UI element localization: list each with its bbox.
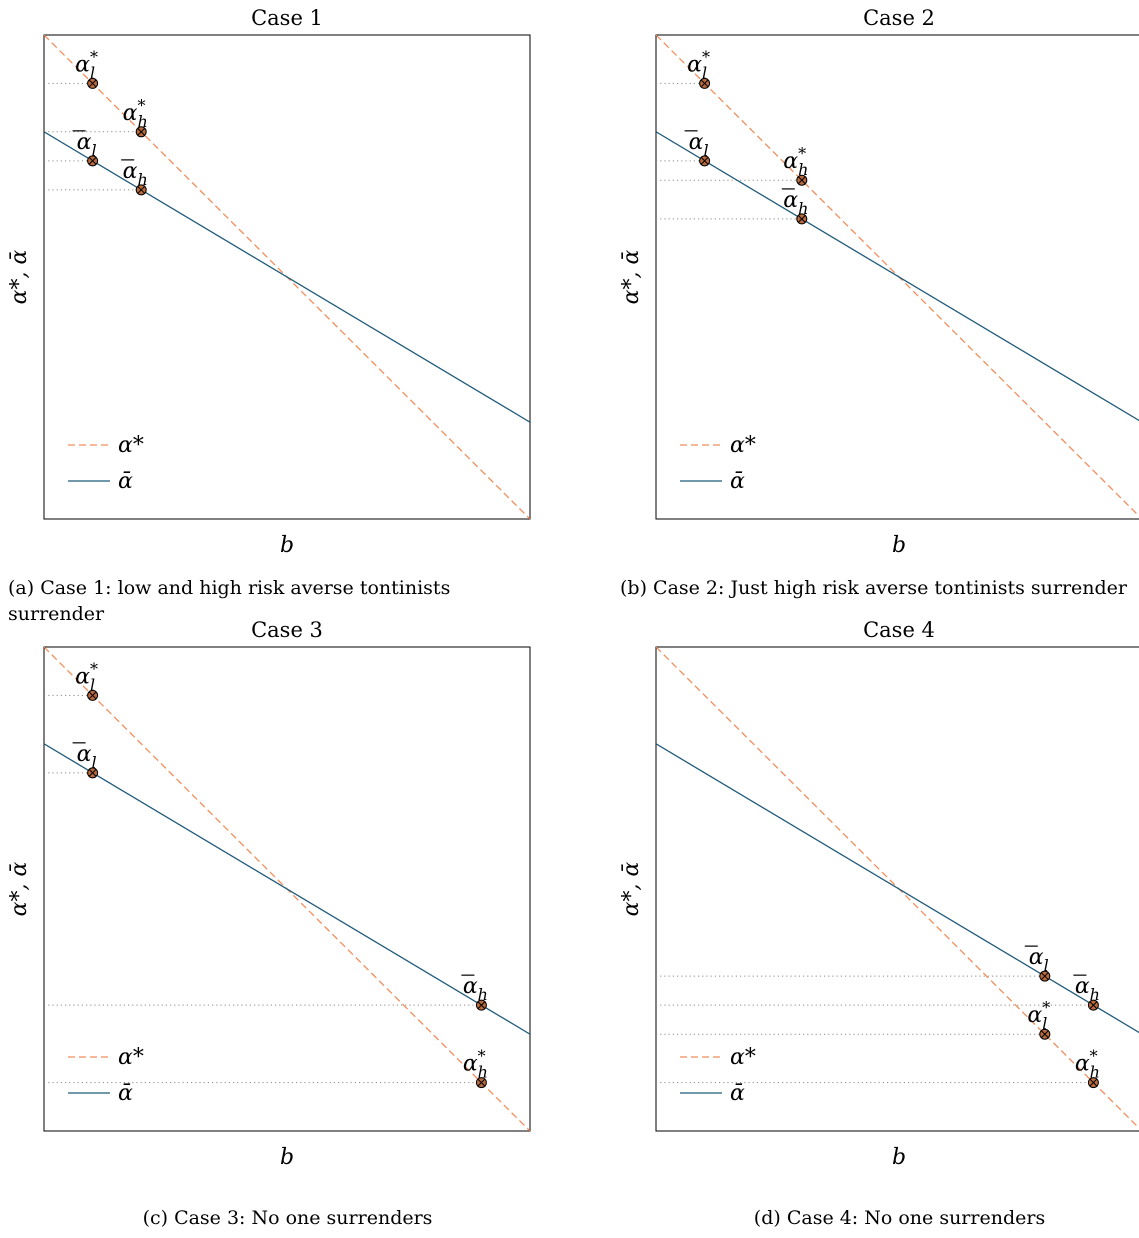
point-label: αl xyxy=(689,130,709,160)
point-label: α* l xyxy=(75,659,98,694)
legend-label: ᾱ xyxy=(730,1081,745,1106)
point-label: α* h xyxy=(123,96,148,131)
plot-frame xyxy=(655,34,1139,520)
chart-svg-c: Case 3 b α*, ᾱ α* l αl αh α* h α* ᾱ xyxy=(7,618,531,1170)
series-line-alpha-bar xyxy=(44,131,530,423)
y-axis-label: α*, ᾱ xyxy=(7,862,32,917)
legend-label: α* xyxy=(118,433,144,458)
chart-svg-b: Case 2 b α*, ᾱ α* l αl α* h αh α* ᾱ xyxy=(619,6,1139,558)
chart-panel-b: Case 2 b α*, ᾱ α* l αl α* h αh α* ᾱ (b) Case 2: Ju… xyxy=(612,0,1139,610)
data-point-marker xyxy=(796,174,808,186)
x-axis-label: b xyxy=(892,1145,906,1170)
chart-title: Case 2 xyxy=(863,6,935,30)
data-point-marker xyxy=(1039,970,1051,982)
series-line-alpha-star xyxy=(656,647,1139,1129)
legend-label: α* xyxy=(118,1045,144,1070)
data-point-marker xyxy=(1039,1028,1051,1040)
x-axis-label: b xyxy=(892,533,906,558)
legend-label: ᾱ xyxy=(118,1081,133,1106)
point-label: αh xyxy=(1075,974,1100,1004)
y-axis-label: α*, ᾱ xyxy=(619,250,644,305)
data-point-marker xyxy=(699,77,711,89)
data-point-marker xyxy=(1087,1077,1099,1089)
data-point-marker xyxy=(475,999,487,1011)
point-label: α* h xyxy=(1075,1047,1100,1082)
legend-label: ᾱ xyxy=(730,469,745,494)
chart-title: Case 1 xyxy=(251,6,323,30)
point-label: αh xyxy=(123,159,148,189)
chart-panel-a: Case 1 b α*, ᾱ α* l α* h αl αh α* ᾱ (a) Case 1: lo… xyxy=(0,0,560,625)
chart-panel-d: Case 4 b α*, ᾱ αl αh α* l α* h α* ᾱ (d) Case 4: No… xyxy=(612,612,1139,1238)
series-line-alpha-bar xyxy=(44,743,530,1035)
data-point-marker xyxy=(87,689,99,701)
data-point-marker xyxy=(87,155,99,167)
point-label: α* h xyxy=(463,1047,488,1082)
data-point-marker xyxy=(135,126,147,138)
point-label: α* h xyxy=(783,144,808,179)
point-label: α* l xyxy=(687,47,710,82)
point-label: αl xyxy=(77,130,97,160)
data-point-marker xyxy=(699,155,711,167)
y-axis-label: α*, ᾱ xyxy=(619,862,644,917)
chart-caption-d: (d) Case 4: No one surrenders xyxy=(753,1207,1046,1229)
legend-label: ᾱ xyxy=(118,469,133,494)
chart-panel-c: Case 3 b α*, ᾱ α* l αl αh α* h α* ᾱ (c) Case 3: No… xyxy=(0,612,560,1238)
data-point-marker xyxy=(135,184,147,196)
data-point-marker xyxy=(475,1077,487,1089)
series-line-alpha-star xyxy=(656,35,1139,517)
data-point-marker xyxy=(1087,999,1099,1011)
legend-label: α* xyxy=(730,433,756,458)
chart-caption-a: (a) Case 1: low and high risk averse ton… xyxy=(8,577,451,625)
chart-title: Case 4 xyxy=(863,618,935,642)
plot-frame xyxy=(43,646,531,1132)
point-label: αh xyxy=(783,188,808,218)
point-label: α* l xyxy=(75,47,98,82)
point-label: αl xyxy=(1029,945,1049,975)
point-label: α* l xyxy=(1027,998,1050,1033)
point-label: αl xyxy=(77,742,97,772)
data-point-marker xyxy=(87,767,99,779)
legend-label: α* xyxy=(730,1045,756,1070)
series-line-alpha-bar xyxy=(656,131,1139,422)
chart-title: Case 3 xyxy=(251,618,323,642)
chart-caption-b: (b) Case 2: Just high risk averse tontin… xyxy=(620,577,1128,599)
plot-frame xyxy=(655,646,1139,1132)
data-point-marker xyxy=(87,77,99,89)
point-label: αh xyxy=(463,974,488,1004)
x-axis-label: b xyxy=(280,533,294,558)
x-axis-label: b xyxy=(280,1145,294,1170)
data-point-marker xyxy=(796,213,808,225)
series-line-alpha-bar xyxy=(656,743,1139,1034)
y-axis-label: α*, ᾱ xyxy=(7,250,32,305)
chart-caption-c: (c) Case 3: No one surrenders xyxy=(142,1207,433,1229)
plot-frame xyxy=(43,34,531,520)
